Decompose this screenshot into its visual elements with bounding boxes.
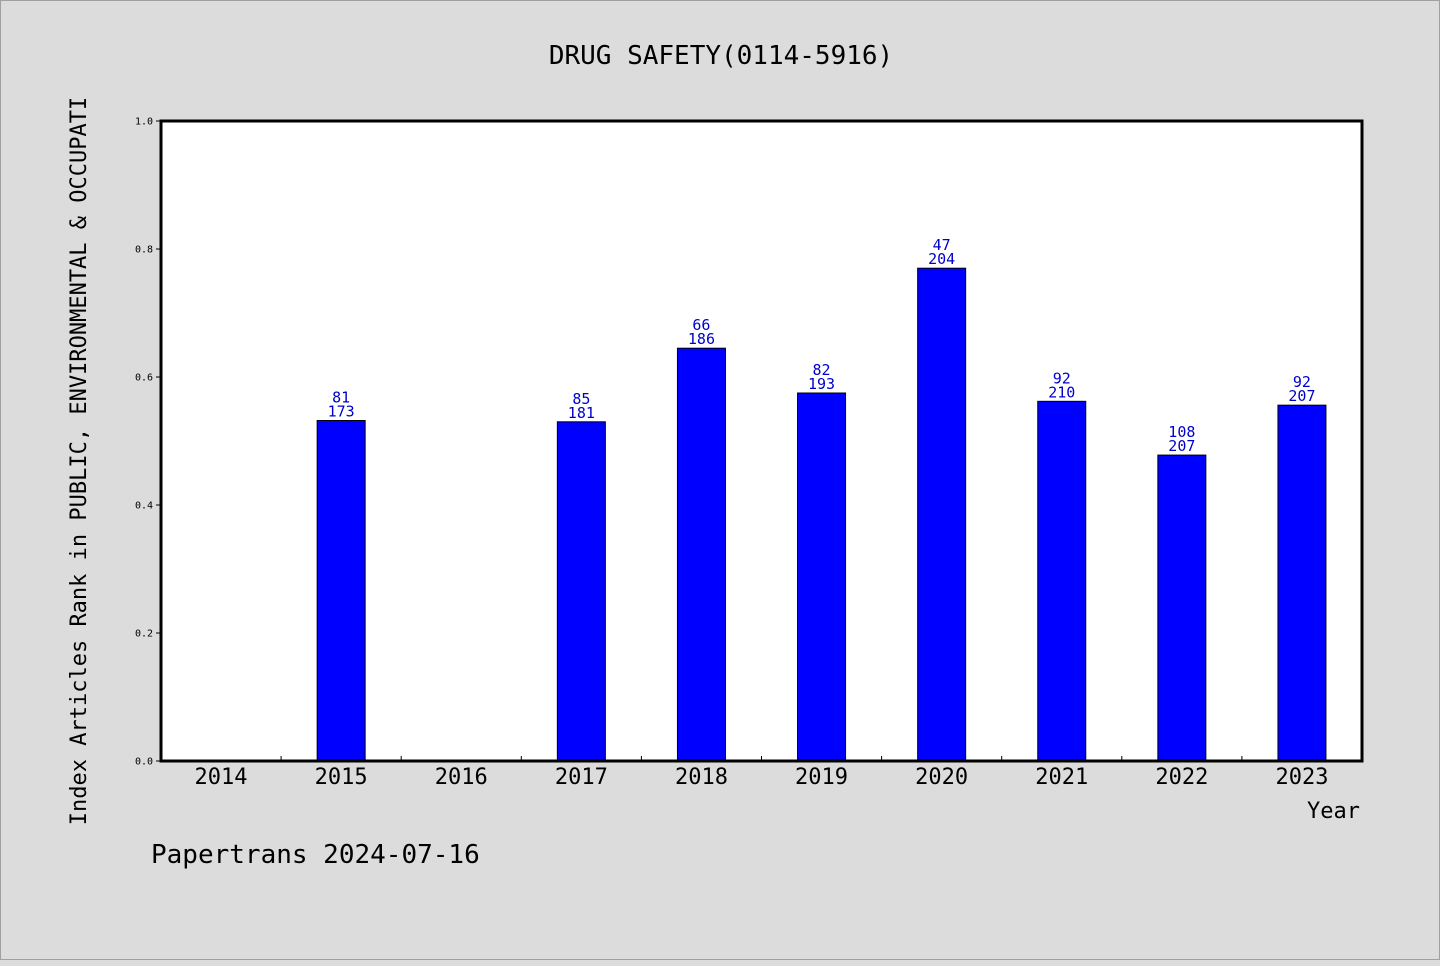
- bar-2018: [676, 347, 726, 762]
- bar-rank-label: 92: [1293, 373, 1311, 391]
- chart-title: DRUG SAFETY(0114-5916): [549, 41, 893, 71]
- x-axis-label: Year: [1307, 799, 1360, 824]
- bar-total-label: 181: [568, 404, 595, 422]
- bar-rank-label: 92: [1053, 369, 1071, 387]
- x-tick-label: 2016: [435, 765, 488, 790]
- bar-rank-label: 81: [332, 389, 350, 407]
- x-tick-label: 2018: [675, 765, 728, 790]
- bar-rank-label: 66: [692, 316, 710, 334]
- bar-rank-label: 85: [572, 390, 590, 408]
- x-axis-ticks: 2014 2015 2016 2017 2018 2019 2020 2021 2022 2023: [195, 756, 1328, 790]
- bar-2019: [797, 392, 847, 762]
- bar-rank-label: 108: [1168, 423, 1195, 441]
- footer-credit: Papertrans 2024-07-16: [151, 840, 480, 870]
- plot-border: [159, 119, 1364, 763]
- x-tick-label: 2015: [315, 765, 368, 790]
- bar-2015: [316, 420, 366, 762]
- y-tick-label: 0.6: [135, 373, 153, 384]
- y-axis-ticks: 0.0 0.2 0.4 0.6 0.8 1.0: [135, 117, 161, 768]
- x-tick-label: 2022: [1155, 765, 1208, 790]
- bar-total-label: 207: [1168, 437, 1195, 455]
- x-tick-label: 2020: [915, 765, 968, 790]
- x-tick-label: 2014: [195, 765, 248, 790]
- bar-rank-label: 82: [813, 361, 831, 379]
- bar-labels: 8117385181661868219347204922101082079220…: [328, 236, 1316, 455]
- y-tick-label: 0.0: [135, 757, 153, 768]
- bar-total-label: 186: [688, 330, 715, 348]
- bar-2022: [1157, 454, 1207, 762]
- bar-2023: [1277, 404, 1327, 762]
- bar-2020: [917, 267, 967, 762]
- y-tick-label: 0.8: [135, 245, 153, 256]
- bars: [316, 267, 1327, 762]
- x-tick-label: 2019: [795, 765, 848, 790]
- bar-2017: [556, 421, 606, 762]
- bar-total-label: 210: [1048, 383, 1075, 401]
- bar-rank-label: 47: [933, 236, 951, 254]
- y-axis-label: Index Articles Rank in PUBLIC, ENVIRONME…: [67, 97, 92, 825]
- x-tick-label: 2017: [555, 765, 608, 790]
- x-tick-label: 2023: [1275, 765, 1328, 790]
- bar-total-label: 173: [328, 403, 355, 421]
- bar-total-label: 193: [808, 375, 835, 393]
- bar-total-label: 204: [928, 250, 955, 268]
- y-tick-label: 0.4: [135, 501, 153, 512]
- y-tick-label: 1.0: [135, 117, 153, 128]
- y-tick-label: 0.2: [135, 629, 153, 640]
- x-tick-label: 2021: [1035, 765, 1088, 790]
- bar-2021: [1037, 400, 1087, 762]
- bar-total-label: 207: [1288, 387, 1315, 405]
